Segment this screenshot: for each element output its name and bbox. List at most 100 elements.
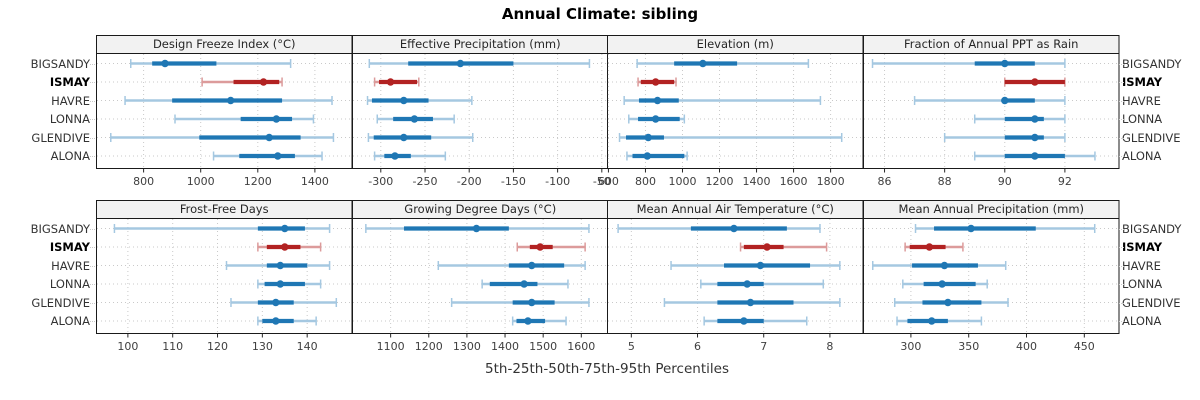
percentile-bar-glendive: [943, 133, 1066, 142]
panel-mean-annual-air-temperature-c-: Mean Annual Air Temperature (°C) 5 6 7 8: [607, 200, 864, 353]
station-label-glendive-right-row0: GLENDIVE: [1122, 130, 1181, 145]
percentile-bar-ismay: [739, 242, 828, 252]
median-dot: [743, 280, 751, 288]
percentile-bar-lonna: [700, 279, 825, 289]
tick-label: 800: [133, 175, 154, 188]
panel-title: Mean Annual Air Temperature (°C): [637, 202, 834, 216]
median-dot: [535, 243, 544, 251]
percentile-bar-bigsandy: [130, 59, 292, 68]
plot-area: [862, 53, 1119, 169]
tick-label: 1200: [244, 175, 272, 188]
row-gridline-stub: [1119, 284, 1124, 285]
tick-label: 1400: [301, 175, 329, 188]
median-dot: [943, 298, 952, 307]
tick-label: 1300: [452, 340, 480, 353]
percentile-bar-glendive: [618, 133, 843, 142]
percentile-bar-bigsandy: [871, 59, 1066, 68]
station-label-ismay-right-row1: ISMAY: [1122, 240, 1163, 254]
tick-label: 100: [117, 340, 138, 353]
plot-area: [96, 53, 353, 169]
station-label-lonna-left-row1: LONNA: [49, 277, 90, 291]
station-label-lonna-right-row0: LONNA: [1122, 112, 1163, 126]
percentile-bar-havre: [913, 96, 1066, 105]
median-dot: [699, 59, 707, 68]
percentile-bar-glendive: [110, 133, 335, 142]
percentile-bar-ismay: [373, 77, 420, 87]
tick-label: 400: [1016, 340, 1037, 353]
percentile-bar-alona: [626, 151, 688, 161]
panel-title: Effective Precipitation (mm): [399, 37, 560, 51]
plot-area: [607, 53, 864, 169]
percentile-bar-bigsandy: [364, 224, 590, 233]
percentile-bar-lonna: [174, 114, 315, 124]
row-gridline-stub: [90, 100, 95, 102]
row-gridline-stub: [90, 119, 95, 120]
tick-label: 90: [997, 175, 1011, 188]
tick-label: 110: [162, 340, 183, 353]
panel-title: Frost-Free Days: [180, 202, 269, 216]
panel-elevation-m-: Elevation (m) 600 800 1000 1200 1400 1600 1800: [598, 35, 864, 188]
panel-title: Mean Annual Precipitation (mm): [898, 202, 1084, 216]
plot-area: [96, 218, 353, 334]
station-label-havre-left-row1: HAVRE: [51, 258, 90, 273]
chart-caption: 5th-25th-50th-75th-95th Percentiles: [485, 361, 729, 377]
percentile-bar-bigsandy: [636, 59, 810, 68]
station-label-alona-left-row1: ALONA: [50, 314, 90, 328]
percentile-bar-havre: [670, 261, 841, 270]
percentile-bar-ismay: [257, 242, 322, 252]
median-dot: [472, 224, 480, 233]
median-dot: [1000, 59, 1008, 68]
tick-label: 1400: [743, 175, 771, 188]
panel-title: Design Freeze Index (°C): [153, 37, 296, 51]
percentile-bar-bigsandy: [368, 59, 590, 68]
percentile-bar-lonna: [973, 114, 1066, 124]
percentile-bar-alona: [212, 151, 323, 161]
percentile-bar-lonna: [628, 114, 686, 124]
station-label-lonna-right-row1: LONNA: [1122, 277, 1163, 291]
percentile-bar-ismay: [201, 77, 283, 87]
percentile-bar-glendive: [663, 298, 841, 307]
percentile-bar-ismay: [637, 77, 677, 87]
percentile-bar-glendive: [230, 298, 338, 307]
median-dot: [1030, 115, 1039, 123]
plot-area: [351, 218, 608, 334]
station-label-alona-right-row0: ALONA: [1122, 149, 1162, 163]
station-label-ismay-left-row1: ISMAY: [49, 240, 90, 254]
percentile-bar-ismay: [1003, 77, 1066, 87]
station-label-alona-right-row1: ALONA: [1122, 314, 1162, 328]
row-gridline-stub: [90, 63, 95, 65]
median-dot: [265, 133, 273, 142]
tick-label: -50: [592, 175, 610, 188]
plot-area: [862, 218, 1119, 334]
median-dot: [653, 96, 662, 105]
station-label-havre-right-row0: HAVRE: [1122, 93, 1161, 108]
tick-label: 130: [252, 340, 273, 353]
station-label-bigsandy-right-row0: BIGSANDY: [1122, 56, 1182, 71]
median-dot: [259, 78, 268, 86]
row-gridline-stub: [90, 247, 95, 248]
tick-label: 300: [900, 340, 921, 353]
median-dot: [519, 280, 528, 288]
percentile-bar-alona: [973, 151, 1096, 161]
tick-label: 1500: [529, 340, 557, 353]
station-label-ismay-left-row0: ISMAY: [49, 75, 90, 89]
tick-label: -250: [412, 175, 437, 188]
percentile-bar-bigsandy: [914, 224, 1095, 233]
tick-label: 6: [694, 340, 701, 353]
station-label-bigsandy-right-row1: BIGSANDY: [1122, 221, 1182, 236]
tick-label: 88: [937, 175, 951, 188]
median-dot: [927, 317, 935, 325]
row-gridline-stub: [1119, 265, 1124, 267]
tick-label: 8: [826, 340, 833, 353]
row-gridline-stub: [1119, 228, 1124, 230]
row-gridline-stub: [90, 137, 95, 139]
median-dot: [523, 317, 532, 325]
row-gridline-stub: [90, 156, 95, 157]
percentile-bar-havre: [225, 261, 331, 270]
percentile-bar-lonna: [480, 279, 569, 289]
tick-label: 1800: [817, 175, 845, 188]
panel-title: Fraction of Annual PPT as Rain: [904, 37, 1078, 51]
percentile-bar-ismay: [903, 242, 964, 252]
median-dot: [1030, 152, 1039, 160]
tick-label: 7: [760, 340, 767, 353]
